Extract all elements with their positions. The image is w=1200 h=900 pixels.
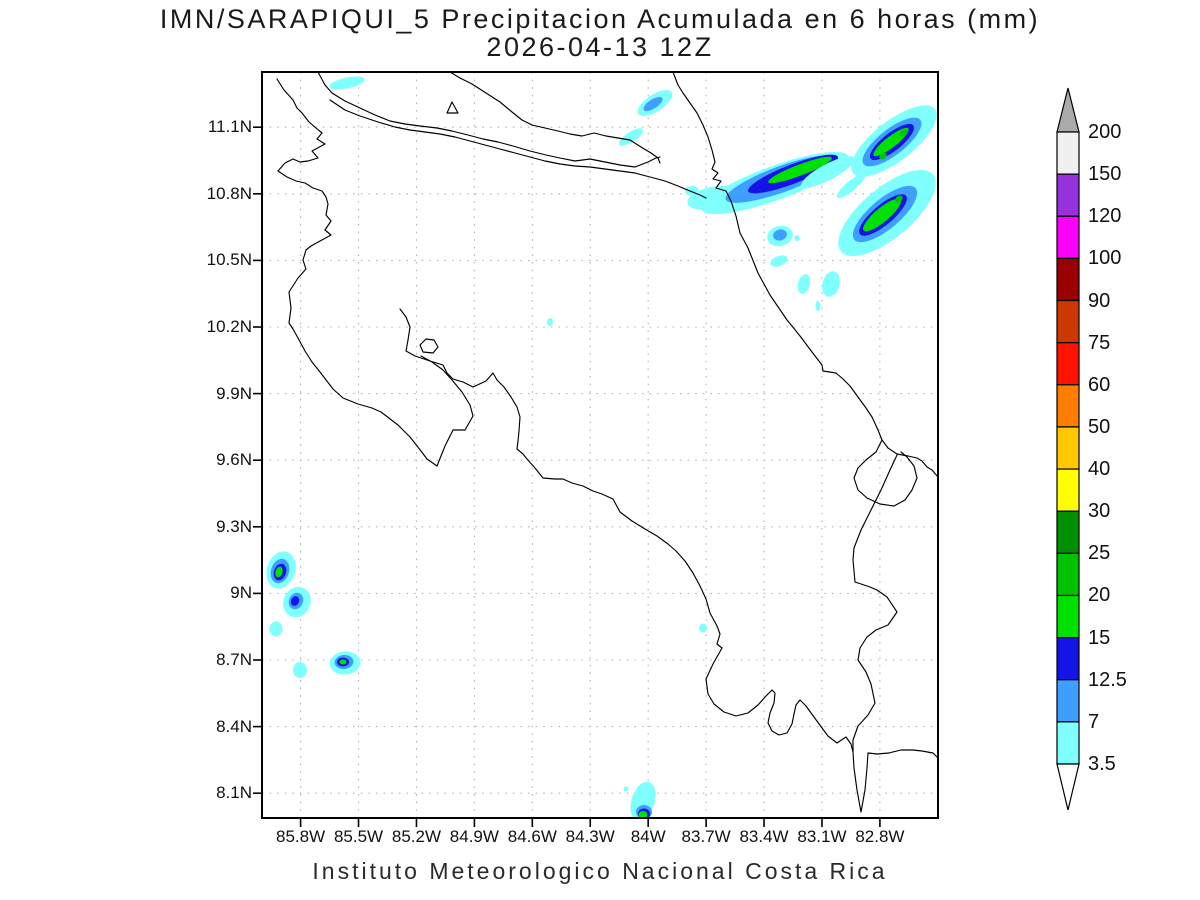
- lat-tick-label: 11.1N: [207, 117, 252, 137]
- colorbar-level-label: 3.5: [1088, 753, 1116, 775]
- precipitation-shading: [266, 76, 937, 818]
- colorbar-segment: [1056, 299, 1080, 344]
- precip-cell-caribbean-coast: [767, 225, 793, 247]
- colorbar-level-label: 40: [1088, 458, 1111, 481]
- precip-speck-central: [547, 318, 553, 326]
- colorbar-level-label: 75: [1088, 331, 1111, 354]
- precip-cell-nicoya-southwest: [329, 651, 361, 675]
- precip-speck: [623, 786, 629, 792]
- lat-tick-label: 8.1N: [216, 783, 252, 803]
- colorbar-level-label: 20: [1088, 584, 1111, 607]
- colorbar-level-label: 100: [1088, 247, 1122, 270]
- lon-tick-label: 84.9W: [449, 827, 499, 846]
- colorbar-level-label: 150: [1088, 163, 1122, 186]
- colorbar-level-label: 60: [1088, 373, 1111, 396]
- colorbar-level-label: 90: [1088, 289, 1111, 312]
- chira-island: [419, 338, 439, 354]
- lon-tick-label: 83.4W: [739, 827, 789, 846]
- precip-band-caribbean-central: [701, 151, 849, 215]
- colorbar-segment: [1056, 594, 1080, 639]
- lon-tick-label: 84W: [630, 827, 666, 846]
- precip-speck: [815, 301, 821, 311]
- axis-ticks: [253, 126, 881, 827]
- panama-border: [852, 454, 898, 753]
- colorbar-level-label: 50: [1088, 415, 1111, 438]
- colorbar-level-label: 15: [1088, 626, 1111, 649]
- colorbar-segment: [1056, 679, 1080, 723]
- colorbar: [1056, 87, 1080, 811]
- precip-streak-between-bands: [836, 173, 866, 199]
- plot-frame: [261, 71, 939, 819]
- colorbar-segment: [1056, 342, 1080, 386]
- lake-nicaragua-north-shore: [449, 72, 661, 164]
- lat-tick-label: 9.3N: [216, 516, 252, 536]
- lon-tick-label: 84.6W: [507, 827, 557, 846]
- colorbar-level-label: 7: [1088, 710, 1100, 733]
- lat-tick-label: 10.8N: [206, 183, 252, 203]
- lake-nicaragua-south-shore: [317, 72, 661, 168]
- precip-speck: [794, 235, 800, 241]
- colorbar-segment: [1056, 721, 1080, 765]
- precip-speck-south-coast: [699, 623, 707, 633]
- colorbar-segment: [1056, 552, 1080, 597]
- precip-streak-ne: [618, 128, 644, 146]
- colorbar-level-label: 30: [1088, 500, 1111, 523]
- lon-tick-label: 85.5W: [333, 827, 384, 846]
- grid-lines: [262, 72, 938, 818]
- lon-tick-label: 83.1W: [797, 827, 847, 846]
- colorbar-segment: [1056, 468, 1080, 512]
- colorbar-segment: [1056, 510, 1080, 554]
- precip-speck: [770, 255, 788, 267]
- lon-tick-label: 85.8W: [276, 827, 326, 846]
- lon-tick-label: 83.7W: [681, 827, 731, 846]
- lat-tick-label: 9.9N: [216, 383, 252, 403]
- ometepe-island: [446, 101, 459, 114]
- chiriqui-lagoon: [853, 439, 918, 507]
- colorbar-segment: [1056, 257, 1080, 302]
- precip-speck: [797, 274, 811, 294]
- lat-tick-label: 8.7N: [216, 650, 252, 669]
- precip-band-caribbean-northeast: [851, 105, 937, 177]
- colorbar-segment: [1056, 131, 1080, 175]
- colorbar-level-label: 200: [1088, 121, 1122, 143]
- precip-tail-ne-band: [801, 156, 855, 188]
- coastline-gulf-of-nicoya-and-south-pacific: [399, 308, 938, 813]
- colorbar-segment: [1056, 636, 1080, 681]
- precip-cell-nicoya-northwest: [266, 551, 296, 589]
- coastline-caribbean: [672, 72, 938, 478]
- colorbar-segment: [1056, 215, 1080, 259]
- lat-tick-label: 9N: [230, 583, 252, 603]
- map-subtitle-datetime: 2026-04-13 12Z: [486, 32, 714, 62]
- colorbar-arrow-below-min: [1056, 763, 1080, 811]
- map-title: IMN/SARAPIQUI_5 Precipitacion Acumulada …: [159, 4, 1041, 34]
- precip-speck: [269, 621, 283, 637]
- precip-band-caribbean-east: [838, 169, 936, 257]
- colorbar-level-label: 12.5: [1088, 668, 1127, 691]
- colorbar-level-label: 25: [1088, 542, 1111, 565]
- precip-speck: [822, 271, 840, 297]
- precip-speck: [293, 662, 307, 678]
- footer-attribution: Instituto Meteorologico Nacional Costa R…: [312, 858, 888, 884]
- precip-cell-nicoya-west: [283, 586, 311, 618]
- lat-tick-label: 10.2N: [206, 317, 252, 336]
- colorbar-segment: [1056, 173, 1080, 217]
- colorbar-level-label: 120: [1088, 205, 1122, 228]
- nicaragua-border: [329, 99, 707, 199]
- lon-tick-label: 82.8W: [855, 827, 905, 846]
- lat-tick-label: 9.6N: [216, 450, 252, 470]
- coastlines: [276, 72, 938, 813]
- lon-tick-label: 84.3W: [565, 827, 615, 846]
- colorbar-segment: [1056, 384, 1080, 428]
- lat-tick-label: 10.5N: [206, 250, 252, 270]
- lon-tick-label: 85.2W: [391, 827, 442, 846]
- colorbar-arrow-above-max: [1056, 87, 1080, 133]
- coastline-pacific-nicoya: [276, 78, 474, 467]
- precip-cell-ne-coast: [637, 89, 673, 117]
- lat-tick-label: 8.4N: [216, 716, 252, 736]
- colorbar-segment: [1056, 426, 1080, 470]
- precip-streak-lake-nicaragua: [329, 76, 365, 90]
- precip-cell-pacific-south: [630, 781, 656, 818]
